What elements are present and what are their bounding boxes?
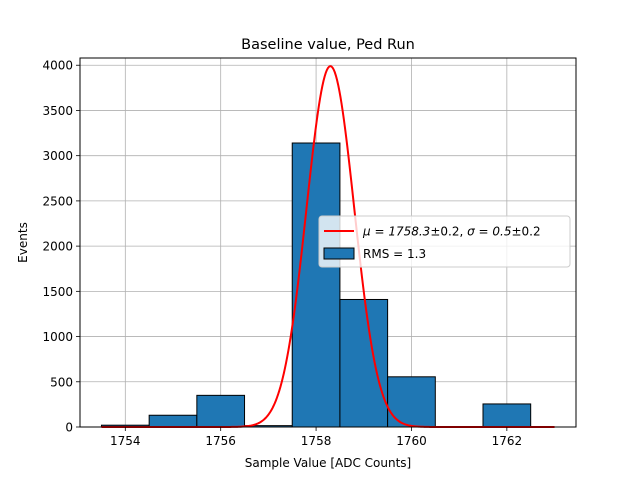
histogram-bar — [148, 414, 198, 428]
histogram-bar — [339, 298, 389, 428]
x-tick-label: 1754 — [110, 434, 141, 448]
x-tick-label: 1762 — [492, 434, 523, 448]
histogram-bar — [196, 394, 246, 428]
legend: μ = 1758.3±0.2, σ = 0.5±0.2 RMS = 1.3 — [318, 215, 571, 268]
plot-frame — [79, 57, 577, 428]
y-tick-label: 500 — [50, 375, 73, 389]
y-axis-label: Events — [16, 222, 30, 263]
y-axis-ticks: 0 500 1000 1500 2000 2500 3000 3500 4000 — [42, 59, 80, 435]
x-tick-label: 1760 — [396, 434, 427, 448]
legend-box — [318, 215, 571, 268]
x-tick-label: 1758 — [301, 434, 332, 448]
y-tick-label: 0 — [65, 421, 73, 435]
chart-title: Baseline value, Ped Run — [241, 37, 415, 53]
legend-fit-mu-err: ±0.2, — [430, 225, 467, 239]
histogram-bar — [482, 403, 532, 428]
legend-fit-mu: μ = 1758.3 — [362, 225, 430, 239]
y-tick-label: 2000 — [42, 240, 73, 254]
y-tick-label: 3500 — [42, 104, 73, 118]
y-tick-label: 1000 — [42, 330, 73, 344]
x-axis-label: Sample Value [ADC Counts] — [245, 456, 411, 470]
histogram-bar — [387, 376, 436, 428]
legend-hist-label: RMS = 1.3 — [363, 247, 426, 261]
legend-fit-sigma-err: ±0.2 — [511, 225, 540, 239]
histogram-bar — [291, 142, 341, 428]
y-tick-label: 4000 — [42, 59, 73, 73]
y-tick-label: 2500 — [42, 194, 73, 208]
x-axis-ticks: 1754 1756 1758 1760 1762 — [110, 427, 522, 448]
y-tick-label: 1500 — [42, 285, 73, 299]
x-tick-label: 1756 — [205, 434, 236, 448]
y-tick-label: 3000 — [42, 149, 73, 163]
legend-fit-label: μ = 1758.3±0.2, σ = 0.5±0.2 — [362, 225, 541, 239]
legend-fit-sigma: σ = 0.5 — [467, 225, 511, 239]
legend-hist-swatch — [323, 247, 355, 260]
